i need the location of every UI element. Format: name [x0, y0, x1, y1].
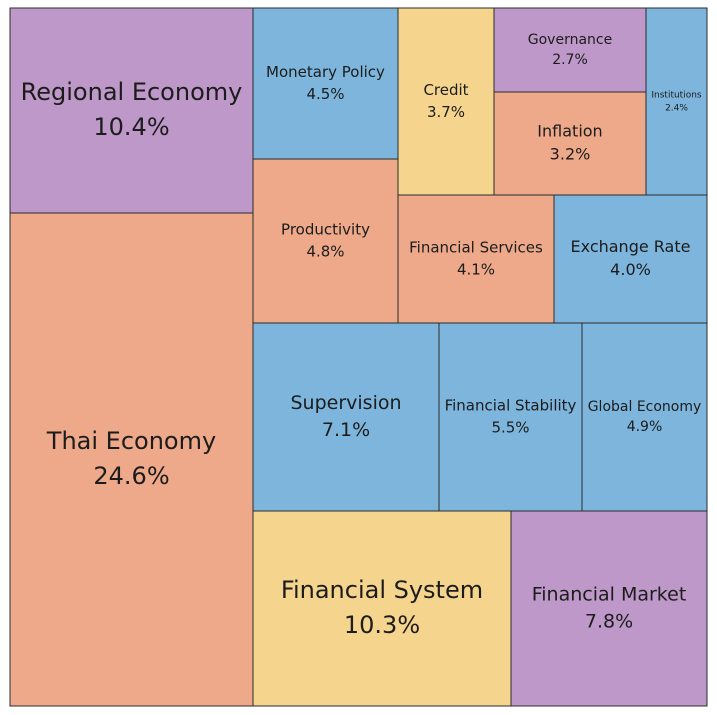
- tile-value-regional-economy: 10.4%: [93, 113, 169, 141]
- tile-value-inflation: 3.2%: [550, 145, 591, 164]
- tile-label-global-economy: Global Economy: [588, 399, 702, 415]
- tile-label-supervision: Supervision: [290, 392, 401, 414]
- tile-value-financial-stability: 5.5%: [491, 418, 529, 436]
- tile-value-credit: 3.7%: [427, 103, 465, 121]
- tile-value-institutions: 2.4%: [665, 103, 688, 113]
- tile-regional-economy: [9, 7, 254, 214]
- tile-inflation: [493, 91, 647, 196]
- tile-value-thai-economy: 24.6%: [93, 462, 169, 490]
- tile-value-governance: 2.7%: [552, 52, 588, 68]
- tile-financial-stability: [438, 322, 583, 512]
- tile-thai-economy: [9, 212, 254, 707]
- tile-label-financial-services: Financial Services: [409, 239, 543, 257]
- tile-value-financial-market: 7.8%: [585, 611, 633, 633]
- treemap-tiles: Thai Economy 24.6% Regional Economy 10.4% Fi…: [9, 7, 708, 707]
- tile-financial-system: [252, 510, 512, 707]
- tile-institutions: [645, 7, 708, 196]
- tile-supervision: [252, 322, 440, 512]
- tile-label-monetary-policy: Monetary Policy: [266, 63, 385, 81]
- tile-value-financial-system: 10.3%: [344, 611, 420, 639]
- tile-label-financial-stability: Financial Stability: [445, 397, 577, 415]
- tile-label-institutions: Institutions: [651, 91, 702, 101]
- tile-value-financial-services: 4.1%: [457, 260, 495, 278]
- tile-label-thai-economy: Thai Economy: [46, 427, 216, 455]
- tile-value-exchange-rate: 4.0%: [610, 260, 651, 279]
- tile-label-inflation: Inflation: [537, 121, 602, 140]
- tile-exchange-rate: [553, 194, 708, 324]
- tile-value-monetary-policy: 4.5%: [306, 85, 344, 103]
- tile-label-productivity: Productivity: [281, 221, 370, 239]
- tile-governance: [493, 7, 647, 93]
- tile-label-regional-economy: Regional Economy: [21, 78, 243, 106]
- tile-credit: [397, 7, 495, 196]
- tile-label-financial-system: Financial System: [281, 576, 483, 604]
- tile-monetary-policy: [252, 7, 399, 160]
- tile-financial-services: [397, 194, 555, 324]
- tile-label-governance: Governance: [528, 32, 612, 48]
- tile-label-financial-market: Financial Market: [532, 583, 687, 605]
- tile-value-supervision: 7.1%: [322, 419, 370, 441]
- tile-label-exchange-rate: Exchange Rate: [571, 237, 691, 256]
- treemap-frame: [9, 7, 708, 707]
- tile-financial-market: [510, 510, 708, 707]
- tile-global-economy: [581, 322, 708, 512]
- tile-label-credit: Credit: [423, 81, 468, 99]
- tile-value-productivity: 4.8%: [306, 242, 344, 260]
- tile-value-global-economy: 4.9%: [627, 419, 663, 435]
- tile-productivity: [252, 158, 399, 324]
